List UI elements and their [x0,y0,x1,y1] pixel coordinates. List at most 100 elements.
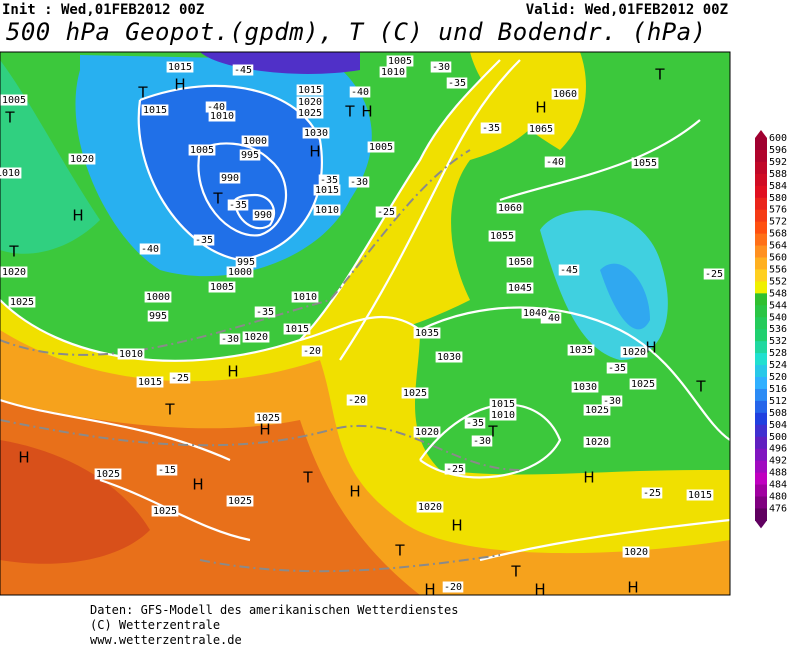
temperature-label: -40 [546,157,564,168]
label-box [226,266,254,278]
isobar-label: 1005 [369,142,393,153]
trough-marker: T [137,84,148,102]
label-box [464,417,486,429]
high-marker: H [535,99,546,117]
isobar-label: 1005 [2,95,26,106]
isobar-label: 1005 [190,145,214,156]
label-box [346,394,368,406]
label-box [94,468,122,480]
isobar-label: 1010 [210,111,234,122]
label-box [254,306,276,318]
high-marker: H [309,143,320,161]
colorbar-label: 556 [769,264,787,275]
label-box [527,123,555,135]
trough-marker: T [302,469,313,487]
label-box [283,323,311,335]
isobar-label: 1010 [0,168,20,179]
temperature-label: -30 [432,62,450,73]
label-box [416,501,444,513]
label-box [296,96,324,108]
label-box [252,209,274,221]
temperature-label: -15 [158,465,176,476]
colorbar-label: 588 [769,169,787,180]
colorbar-swatch [755,317,767,330]
isobar-label: 1015 [285,324,309,335]
valid-label: Valid: Wed,01FEB2012 00Z [526,2,728,18]
label-box [242,331,270,343]
label-box [0,167,22,179]
colorbar-label: 532 [769,336,787,347]
colorbar-swatch [755,472,767,486]
colorbar-swatch [755,245,767,258]
trough-marker: T [4,109,15,127]
label-box [435,351,463,363]
label-box [506,282,534,294]
isobar-label: 1020 [298,97,322,108]
label-box [313,184,341,196]
colorbar-label: 580 [769,193,787,204]
label-box [379,66,407,78]
label-box [141,104,169,116]
isobar-label: 1055 [490,231,514,242]
isobar-label: 1060 [553,89,577,100]
high-marker: H [361,103,372,121]
colorbar: 6005965925885845805765725685645605565525… [755,130,787,529]
label-box [521,307,549,319]
temperature-label: -25 [705,269,723,280]
colorbar-label: 560 [769,253,787,264]
isobar-label: 1015 [168,62,192,73]
colorbar-swatch [755,377,767,390]
map-field [0,52,730,595]
temperature-label: -35 [229,200,247,211]
temperature-label: -20 [303,346,321,357]
trough-marker: T [394,542,405,560]
colorbar-label: 592 [769,157,787,168]
label-box [296,107,324,119]
colorbar-swatch [755,293,767,306]
temperature-label: -35 [608,363,626,374]
label-box [375,206,397,218]
isobar-label: 1025 [585,405,609,416]
label-box [254,412,282,424]
high-marker: H [192,476,203,494]
temperature-label: -40 [542,313,560,324]
colorbar-swatch [755,197,767,211]
label-box [208,281,236,293]
temperature-label: -30 [603,396,621,407]
temperature-label: -45 [560,265,578,276]
trough-marker: T [164,401,175,419]
label-box [488,230,516,242]
temperature-label: -35 [195,235,213,246]
trough-marker: T [344,103,355,121]
colorbar-swatch [755,329,767,342]
isobar-label: 1015 [491,399,515,410]
isobar-label: 1060 [498,203,522,214]
colorbar-label: 528 [769,348,787,359]
label-box [227,199,249,211]
colorbar-label: 584 [769,181,787,192]
label-box [430,61,452,73]
colorbar-swatch [755,353,767,366]
isobar-label: 1010 [381,67,405,78]
colorbar-label: 596 [769,145,787,156]
label-box [68,153,96,165]
label-box [208,110,236,122]
colorbar-label: 600 [769,133,787,144]
isobar-label: 1005 [388,56,412,67]
isobar-label: 1025 [96,469,120,480]
colorbar-swatch [755,484,767,497]
label-box [144,291,172,303]
label-box [139,243,161,255]
label-box [235,256,257,268]
isobar-label: 1035 [415,328,439,339]
colorbar-swatch [755,161,767,175]
temperature-label: -35 [466,418,484,429]
high-marker: H [451,517,462,535]
colorbar-swatch [755,138,767,151]
isobar-label: 1000 [243,136,267,147]
temperature-label: -30 [350,177,368,188]
isobar-label: 1010 [491,410,515,421]
colorbar-swatch [755,221,767,235]
label-box [686,489,714,501]
